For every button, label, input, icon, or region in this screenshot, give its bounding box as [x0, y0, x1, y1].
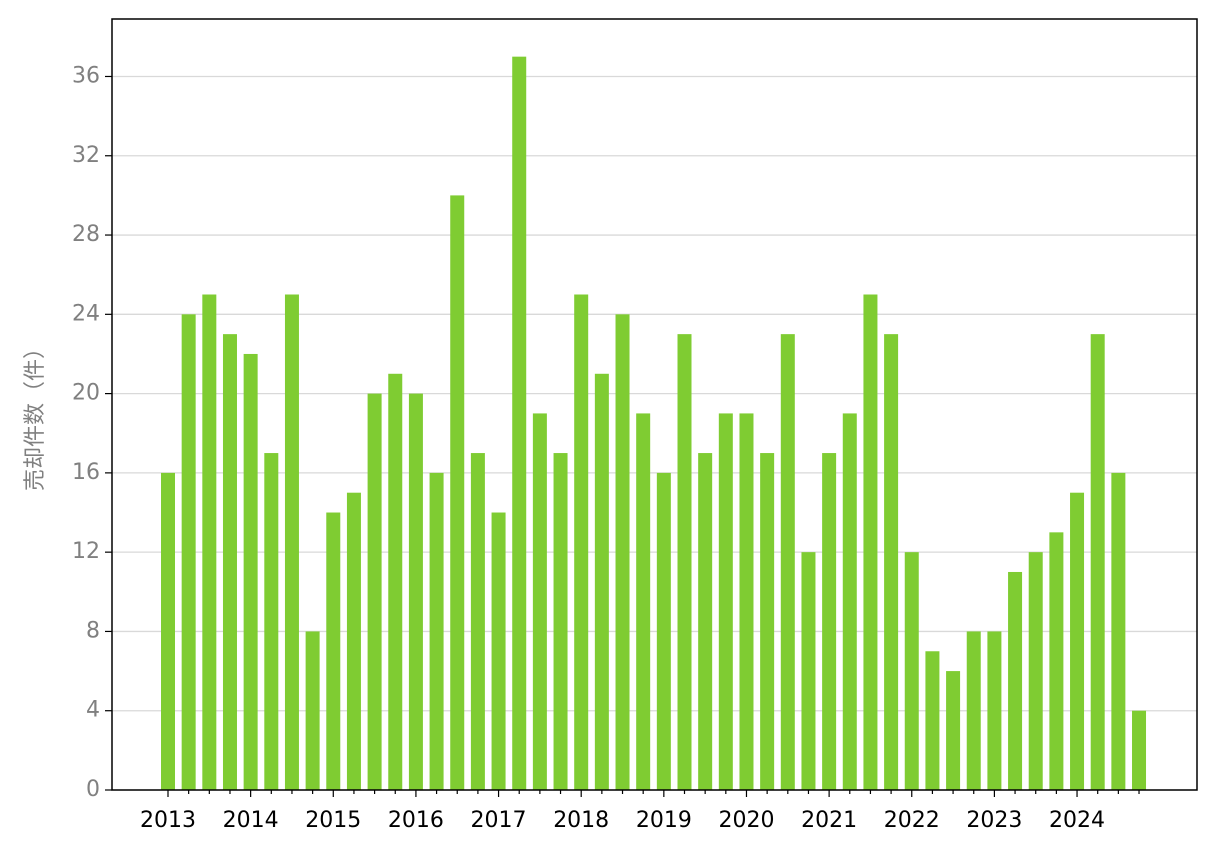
y-tick-label: 28: [72, 222, 100, 247]
bar: [326, 512, 341, 790]
bar: [202, 294, 217, 790]
x-tick-label: 2021: [801, 808, 857, 833]
bar: [739, 413, 754, 790]
bar: [161, 472, 175, 790]
bar: [450, 195, 465, 791]
y-tick-label: 36: [72, 63, 100, 88]
x-tick-label: 2023: [966, 808, 1022, 833]
bar: [1028, 552, 1043, 790]
bar: [1111, 472, 1126, 790]
plot-frame: [111, 18, 1198, 791]
bar: [594, 373, 609, 790]
bar: [946, 671, 961, 790]
x-tick-label: 2015: [305, 808, 361, 833]
x-tick-label: 2018: [553, 808, 609, 833]
bar: [284, 294, 299, 790]
bar: [243, 353, 258, 790]
bar: [780, 334, 795, 790]
bar: [532, 413, 547, 790]
bar: [553, 453, 568, 790]
bar: [305, 631, 320, 790]
bar: [346, 492, 361, 790]
x-tick-label: 2022: [884, 808, 940, 833]
x-tick-label: 2017: [471, 808, 527, 833]
y-axis-label: 売却件数（件）: [23, 337, 48, 491]
bar: [863, 294, 878, 790]
bar: [491, 512, 506, 790]
bar: [636, 413, 651, 790]
bar: [470, 453, 485, 790]
bar: [512, 56, 527, 791]
bar: [367, 393, 382, 790]
y-tick-label: 0: [86, 777, 100, 802]
bar: [842, 413, 857, 790]
x-tick-label: 2016: [388, 808, 444, 833]
bar: [987, 631, 1002, 790]
y-tick-label: 20: [72, 381, 100, 406]
bar: [1008, 571, 1023, 790]
bar: [904, 552, 919, 790]
x-tick-label: 2024: [1049, 808, 1105, 833]
x-tick-label: 2013: [140, 808, 196, 833]
bar: [677, 334, 692, 790]
x-tick-label: 2014: [223, 808, 279, 833]
bar: [264, 453, 279, 790]
bar: [1070, 492, 1085, 790]
y-tick-label: 32: [72, 143, 100, 168]
x-tick-label: 2020: [718, 808, 774, 833]
bar: [574, 294, 589, 790]
bar: [388, 373, 403, 790]
bar: [615, 314, 630, 790]
bar: [408, 393, 423, 790]
bar: [656, 472, 671, 790]
bar: [760, 453, 775, 790]
y-tick-label: 12: [72, 539, 100, 564]
bar: [222, 334, 237, 790]
y-tick-label: 4: [86, 698, 100, 723]
y-tick-label: 24: [72, 301, 100, 326]
bar: [884, 334, 899, 790]
bar: [698, 453, 713, 790]
bar: [966, 631, 981, 790]
bar: [925, 651, 940, 790]
bar: [1090, 334, 1105, 790]
bar: [1049, 532, 1064, 790]
bar: [429, 472, 444, 790]
y-tick-label: 8: [86, 618, 100, 643]
x-tick-label: 2019: [636, 808, 692, 833]
y-tick-label: 16: [72, 460, 100, 485]
bar: [822, 453, 837, 790]
bar: [718, 413, 733, 790]
bar: [1132, 710, 1147, 790]
bar: [181, 314, 196, 790]
bar: [801, 552, 816, 790]
